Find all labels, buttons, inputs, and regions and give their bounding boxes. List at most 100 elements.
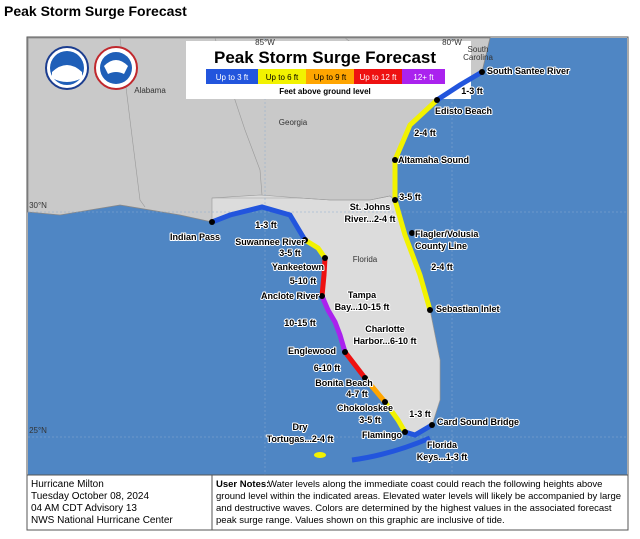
legend-caption: Feet above ground level	[279, 87, 371, 96]
map-label: Card Sound Bridge	[437, 417, 519, 427]
surge-segment	[209, 204, 308, 243]
location-dot	[209, 219, 215, 225]
location-dot	[362, 375, 368, 381]
map-label: 1-3 ft	[461, 86, 483, 96]
location-dot	[322, 255, 328, 261]
legend-swatch	[402, 69, 445, 84]
map-label: 3-5 ft	[279, 248, 301, 258]
map-label: Flagler/Volusia	[415, 229, 479, 239]
map-label: 6-10 ft	[314, 363, 341, 373]
map-label: Suwannee River	[235, 237, 305, 247]
map-label: St. Johns	[350, 202, 391, 212]
map-label: 4-7 ft	[346, 389, 368, 399]
surge-segment	[402, 422, 435, 438]
notes-box	[211, 474, 629, 531]
location-dot	[427, 307, 433, 313]
map-label: 5-10 ft	[290, 276, 317, 286]
map-label: Dry	[292, 422, 307, 432]
map-label: Altamaha Sound	[398, 155, 469, 165]
location-dot	[342, 349, 348, 355]
legend-label: Up to 3 ft	[216, 73, 249, 82]
map-label: 3-5 ft	[399, 192, 421, 202]
map-label: Sebastian Inlet	[436, 304, 500, 314]
location-dot	[429, 422, 435, 428]
surge-segment	[319, 255, 328, 299]
location-dot	[479, 69, 485, 75]
info-line: 04 AM CDT Advisory 13	[31, 503, 137, 514]
map-label: River...2-4 ft	[344, 214, 395, 224]
map-label: 10-15 ft	[284, 318, 316, 328]
location-dot	[302, 237, 308, 243]
surge-segment	[319, 293, 348, 355]
noaa-logo	[45, 46, 89, 90]
map-label: Harbor...6-10 ft	[353, 336, 416, 346]
legend-swatch	[306, 69, 354, 84]
grid-label: 25°N	[29, 426, 47, 435]
map-label: Keys...1-3 ft	[417, 452, 468, 462]
map-label: Bonita Beach	[315, 378, 373, 388]
notes-label: User Notes:	[216, 479, 269, 490]
grid-label: 30°N	[29, 201, 47, 210]
map-title: Peak Storm Surge Forecast	[214, 48, 436, 67]
info-line: NWS National Hurricane Center	[31, 515, 173, 526]
legend-swatch	[258, 69, 306, 84]
map-label: 3-5 ft	[359, 415, 381, 425]
surge-segment	[382, 399, 408, 435]
location-dot	[382, 399, 388, 405]
map-label: Tampa	[348, 290, 377, 300]
map-label: Tortugas...2-4 ft	[267, 434, 334, 444]
tortugas-surge	[314, 452, 326, 458]
info-line: Hurricane Milton	[31, 479, 104, 490]
page-title: Peak Storm Surge Forecast	[4, 3, 187, 19]
notes-line: and destructive waves. Colors are determ…	[216, 503, 612, 514]
legend-label: Up to 6 ft	[266, 73, 299, 82]
region-label: Florida	[353, 255, 378, 264]
info-box	[26, 474, 213, 531]
notes-line: ground level within the indicated areas.…	[216, 491, 621, 502]
notes-line: peak surge range. Values shown on this g…	[216, 515, 505, 526]
map-label: Chokoloskee	[337, 403, 393, 413]
surge-segment	[342, 349, 368, 381]
location-dot	[434, 97, 440, 103]
location-dot	[392, 197, 398, 203]
map-label: Anclote River	[261, 291, 320, 301]
map-label: Yankeetown	[272, 262, 324, 272]
map-label: Englewood	[288, 346, 336, 356]
map-label: 2-4 ft	[414, 128, 436, 138]
map-label: Indian Pass	[170, 232, 220, 242]
surge-segment	[434, 69, 485, 103]
grid-label: 85°W	[255, 38, 275, 47]
region-label: South	[468, 45, 489, 54]
map-label: 1-3 ft	[255, 220, 277, 230]
grid-label: 80°W	[442, 38, 462, 47]
map-label: Edisto Beach	[435, 106, 492, 116]
legend-label: 12+ ft	[413, 73, 434, 82]
legend-swatch	[206, 69, 258, 84]
graticule	[28, 38, 627, 475]
map-label: Flamingo	[362, 430, 403, 440]
keys-surge	[351, 435, 431, 463]
nws-logo	[94, 46, 138, 90]
notes-line: Water levels along the immediate coast c…	[268, 479, 602, 490]
map-label: Bay...10-15 ft	[335, 302, 390, 312]
legend-label: Up to 9 ft	[314, 73, 347, 82]
location-dot	[392, 157, 398, 163]
location-dot	[409, 230, 415, 236]
map-label: County Line	[415, 241, 467, 251]
legend-swatch	[354, 69, 402, 84]
location-dot	[319, 293, 325, 299]
legend-label: Up to 12 ft	[360, 73, 398, 82]
region-label: Carolina	[463, 53, 493, 62]
map-label: South Santee River	[487, 66, 570, 76]
map-label: Florida	[427, 440, 458, 450]
region-label: Georgia	[279, 118, 308, 127]
region-label: Alabama	[134, 86, 166, 95]
info-line: Tuesday October 08, 2024	[31, 491, 149, 502]
surge-segment	[362, 375, 388, 405]
location-dot	[402, 429, 408, 435]
map-label: Charlotte	[365, 324, 405, 334]
map-label: 1-3 ft	[409, 409, 431, 419]
surge-segment	[302, 237, 328, 261]
